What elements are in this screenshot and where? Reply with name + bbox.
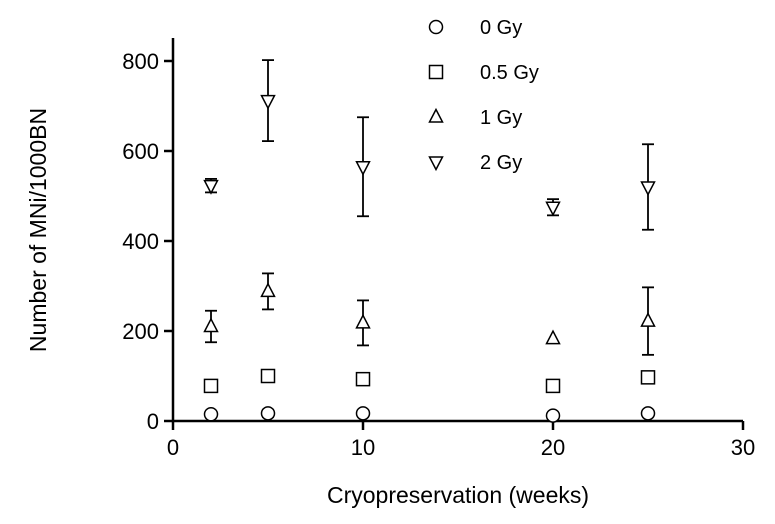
data-point <box>545 329 561 345</box>
series-2-gy <box>203 59 656 231</box>
data-point <box>545 378 561 394</box>
series-0-5-gy <box>203 368 656 394</box>
data-point <box>640 406 656 421</box>
legend-label: 1 Gy <box>480 107 522 129</box>
data-point <box>640 370 656 385</box>
y-tick-label: 0 <box>147 409 159 434</box>
legend-marker <box>428 64 444 80</box>
data-point <box>260 282 276 298</box>
legend-label: 0.5 Gy <box>480 62 539 84</box>
data-point <box>260 406 276 421</box>
data-marks <box>203 59 656 423</box>
x-tick-label: 30 <box>731 435 755 460</box>
data-point <box>203 378 219 394</box>
y-tick-label: 200 <box>122 319 159 344</box>
legend-label: 0 Gy <box>480 17 522 39</box>
legend-marker <box>428 19 444 35</box>
y-tick-label: 400 <box>122 229 159 254</box>
data-point <box>203 407 219 422</box>
data-point <box>355 313 371 329</box>
legend-marker <box>428 107 444 123</box>
x-axis-title: Cryopreservation (weeks) <box>327 482 589 508</box>
x-tick-label: 20 <box>541 435 565 460</box>
y-tick-label: 600 <box>122 139 159 164</box>
axes <box>171 38 743 423</box>
legend: 0 Gy 0.5 Gy 1 Gy 2 Gy <box>428 17 539 174</box>
data-point <box>355 371 371 387</box>
series-1-gy <box>203 272 656 356</box>
data-point <box>355 161 371 176</box>
y-axis-title: Number of MNi/1000BN <box>25 108 51 352</box>
y-tick-label: 800 <box>122 49 159 74</box>
series-0-gy <box>203 406 656 423</box>
legend-label: 2 Gy <box>480 152 522 174</box>
data-point <box>545 408 561 423</box>
ticks: 0 10 20 30 0 200 400 600 800 <box>122 49 755 460</box>
data-point <box>640 311 656 327</box>
data-point <box>355 406 371 421</box>
x-tick-label: 10 <box>351 435 375 460</box>
data-point <box>260 368 276 384</box>
data-point <box>203 317 219 333</box>
data-point <box>203 179 219 195</box>
legend-marker <box>428 156 444 172</box>
data-point <box>545 201 561 217</box>
data-point <box>640 181 656 197</box>
x-tick-label: 0 <box>167 435 179 460</box>
data-point <box>260 94 276 110</box>
